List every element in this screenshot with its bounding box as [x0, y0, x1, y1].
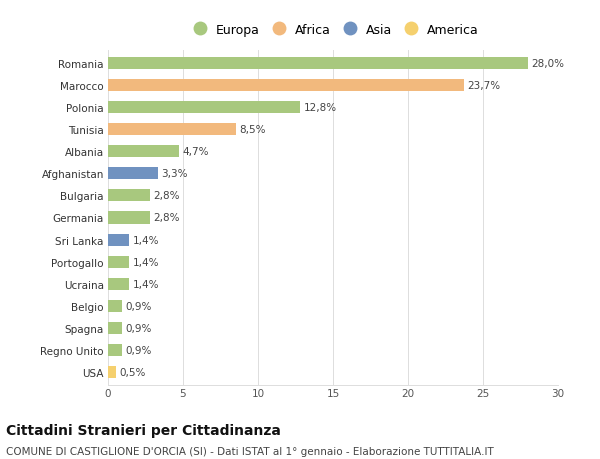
Bar — [108, 344, 121, 356]
Text: 1,4%: 1,4% — [133, 235, 159, 245]
Bar — [108, 256, 129, 268]
Text: 1,4%: 1,4% — [133, 257, 159, 267]
Bar — [108, 278, 129, 290]
Bar — [108, 234, 129, 246]
Bar — [108, 80, 464, 92]
Text: 0,9%: 0,9% — [125, 345, 152, 355]
Text: 1,4%: 1,4% — [133, 279, 159, 289]
Bar — [108, 58, 528, 70]
Text: 2,8%: 2,8% — [154, 213, 180, 223]
Bar — [108, 146, 179, 158]
Text: COMUNE DI CASTIGLIONE D'ORCIA (SI) - Dati ISTAT al 1° gennaio - Elaborazione TUT: COMUNE DI CASTIGLIONE D'ORCIA (SI) - Dat… — [6, 447, 494, 456]
Bar — [108, 190, 150, 202]
Text: 4,7%: 4,7% — [182, 147, 209, 157]
Bar — [108, 124, 235, 136]
Text: 0,5%: 0,5% — [119, 367, 146, 377]
Text: 8,5%: 8,5% — [239, 125, 266, 135]
Bar — [108, 168, 157, 180]
Legend: Europa, Africa, Asia, America: Europa, Africa, Asia, America — [184, 20, 482, 40]
Text: 0,9%: 0,9% — [125, 301, 152, 311]
Bar — [108, 102, 300, 114]
Text: 28,0%: 28,0% — [532, 59, 565, 69]
Text: 3,3%: 3,3% — [161, 169, 188, 179]
Bar — [108, 366, 115, 378]
Bar — [108, 322, 121, 334]
Bar — [108, 212, 150, 224]
Text: 23,7%: 23,7% — [467, 81, 500, 91]
Bar — [108, 300, 121, 312]
Text: 0,9%: 0,9% — [125, 323, 152, 333]
Text: 2,8%: 2,8% — [154, 191, 180, 201]
Text: 12,8%: 12,8% — [304, 103, 337, 113]
Text: Cittadini Stranieri per Cittadinanza: Cittadini Stranieri per Cittadinanza — [6, 423, 281, 437]
